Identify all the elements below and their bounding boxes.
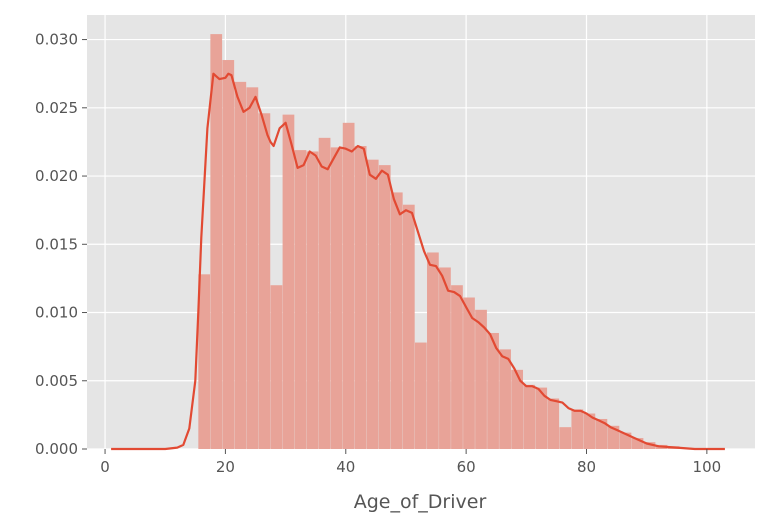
x-tick-label: 40 bbox=[336, 458, 355, 476]
histogram-bar bbox=[583, 413, 596, 449]
kde-line bbox=[111, 72, 725, 451]
histogram-bar bbox=[390, 192, 403, 449]
y-tick-label: 0.000 bbox=[35, 440, 78, 458]
histogram-bar bbox=[547, 398, 560, 449]
histogram-bar bbox=[463, 297, 475, 449]
histogram-bar bbox=[595, 418, 608, 449]
histogram-bar bbox=[643, 442, 656, 449]
histogram-bar bbox=[499, 349, 511, 449]
histogram-bar bbox=[210, 34, 223, 449]
histogram-bar bbox=[222, 60, 235, 450]
histogram-bar bbox=[439, 267, 451, 449]
kde-layer bbox=[111, 72, 725, 451]
histogram-bar bbox=[378, 165, 391, 449]
histogram-bar bbox=[619, 432, 632, 449]
histogram-bar bbox=[571, 409, 584, 449]
histogram-bar bbox=[282, 114, 295, 449]
histogram-bars bbox=[198, 34, 692, 450]
histogram-bar bbox=[559, 427, 572, 449]
y-tick-label: 0.010 bbox=[35, 304, 78, 322]
histogram-bar bbox=[270, 285, 283, 449]
histogram-bar bbox=[258, 113, 271, 449]
histogram-bar bbox=[535, 387, 548, 449]
histogram-bar bbox=[631, 438, 644, 449]
y-tick-label: 0.030 bbox=[35, 31, 78, 49]
histogram-bar bbox=[318, 137, 331, 449]
y-tick-label: 0.025 bbox=[35, 99, 78, 117]
histogram-bar bbox=[402, 204, 415, 449]
histogram-bar bbox=[523, 384, 536, 449]
histogram-bar bbox=[487, 332, 499, 449]
x-tick-label: 80 bbox=[577, 458, 596, 476]
y-axis: 0.000 0.005 0.010 0.015 0.020 0.025 0.030 bbox=[35, 31, 87, 458]
x-axis: 0 20 40 60 80 100 bbox=[100, 449, 721, 476]
y-tick-label: 0.005 bbox=[35, 372, 78, 390]
histogram-bar bbox=[607, 425, 620, 449]
histogram-bar bbox=[414, 342, 427, 449]
histogram-bar bbox=[342, 122, 355, 449]
histogram-bar bbox=[294, 150, 307, 449]
histogram-bar bbox=[366, 159, 379, 449]
histogram-bar bbox=[246, 87, 259, 449]
histogram-bar bbox=[427, 252, 439, 449]
x-tick-label: 20 bbox=[216, 458, 235, 476]
x-tick-label: 60 bbox=[457, 458, 476, 476]
histogram-bar bbox=[451, 285, 463, 449]
histogram-bar bbox=[234, 81, 247, 450]
histogram-bar bbox=[306, 151, 319, 450]
histogram-bar bbox=[511, 369, 524, 449]
x-axis-label: Age_of_Driver bbox=[354, 491, 487, 513]
histogram-bar bbox=[198, 274, 211, 449]
x-tick-label: 100 bbox=[693, 458, 722, 476]
histogram-bar bbox=[354, 146, 367, 450]
y-tick-label: 0.015 bbox=[35, 235, 78, 253]
histogram-bar bbox=[475, 309, 487, 449]
x-tick-label: 0 bbox=[100, 458, 110, 476]
histogram-bar bbox=[330, 147, 343, 449]
y-tick-label: 0.020 bbox=[35, 167, 78, 185]
